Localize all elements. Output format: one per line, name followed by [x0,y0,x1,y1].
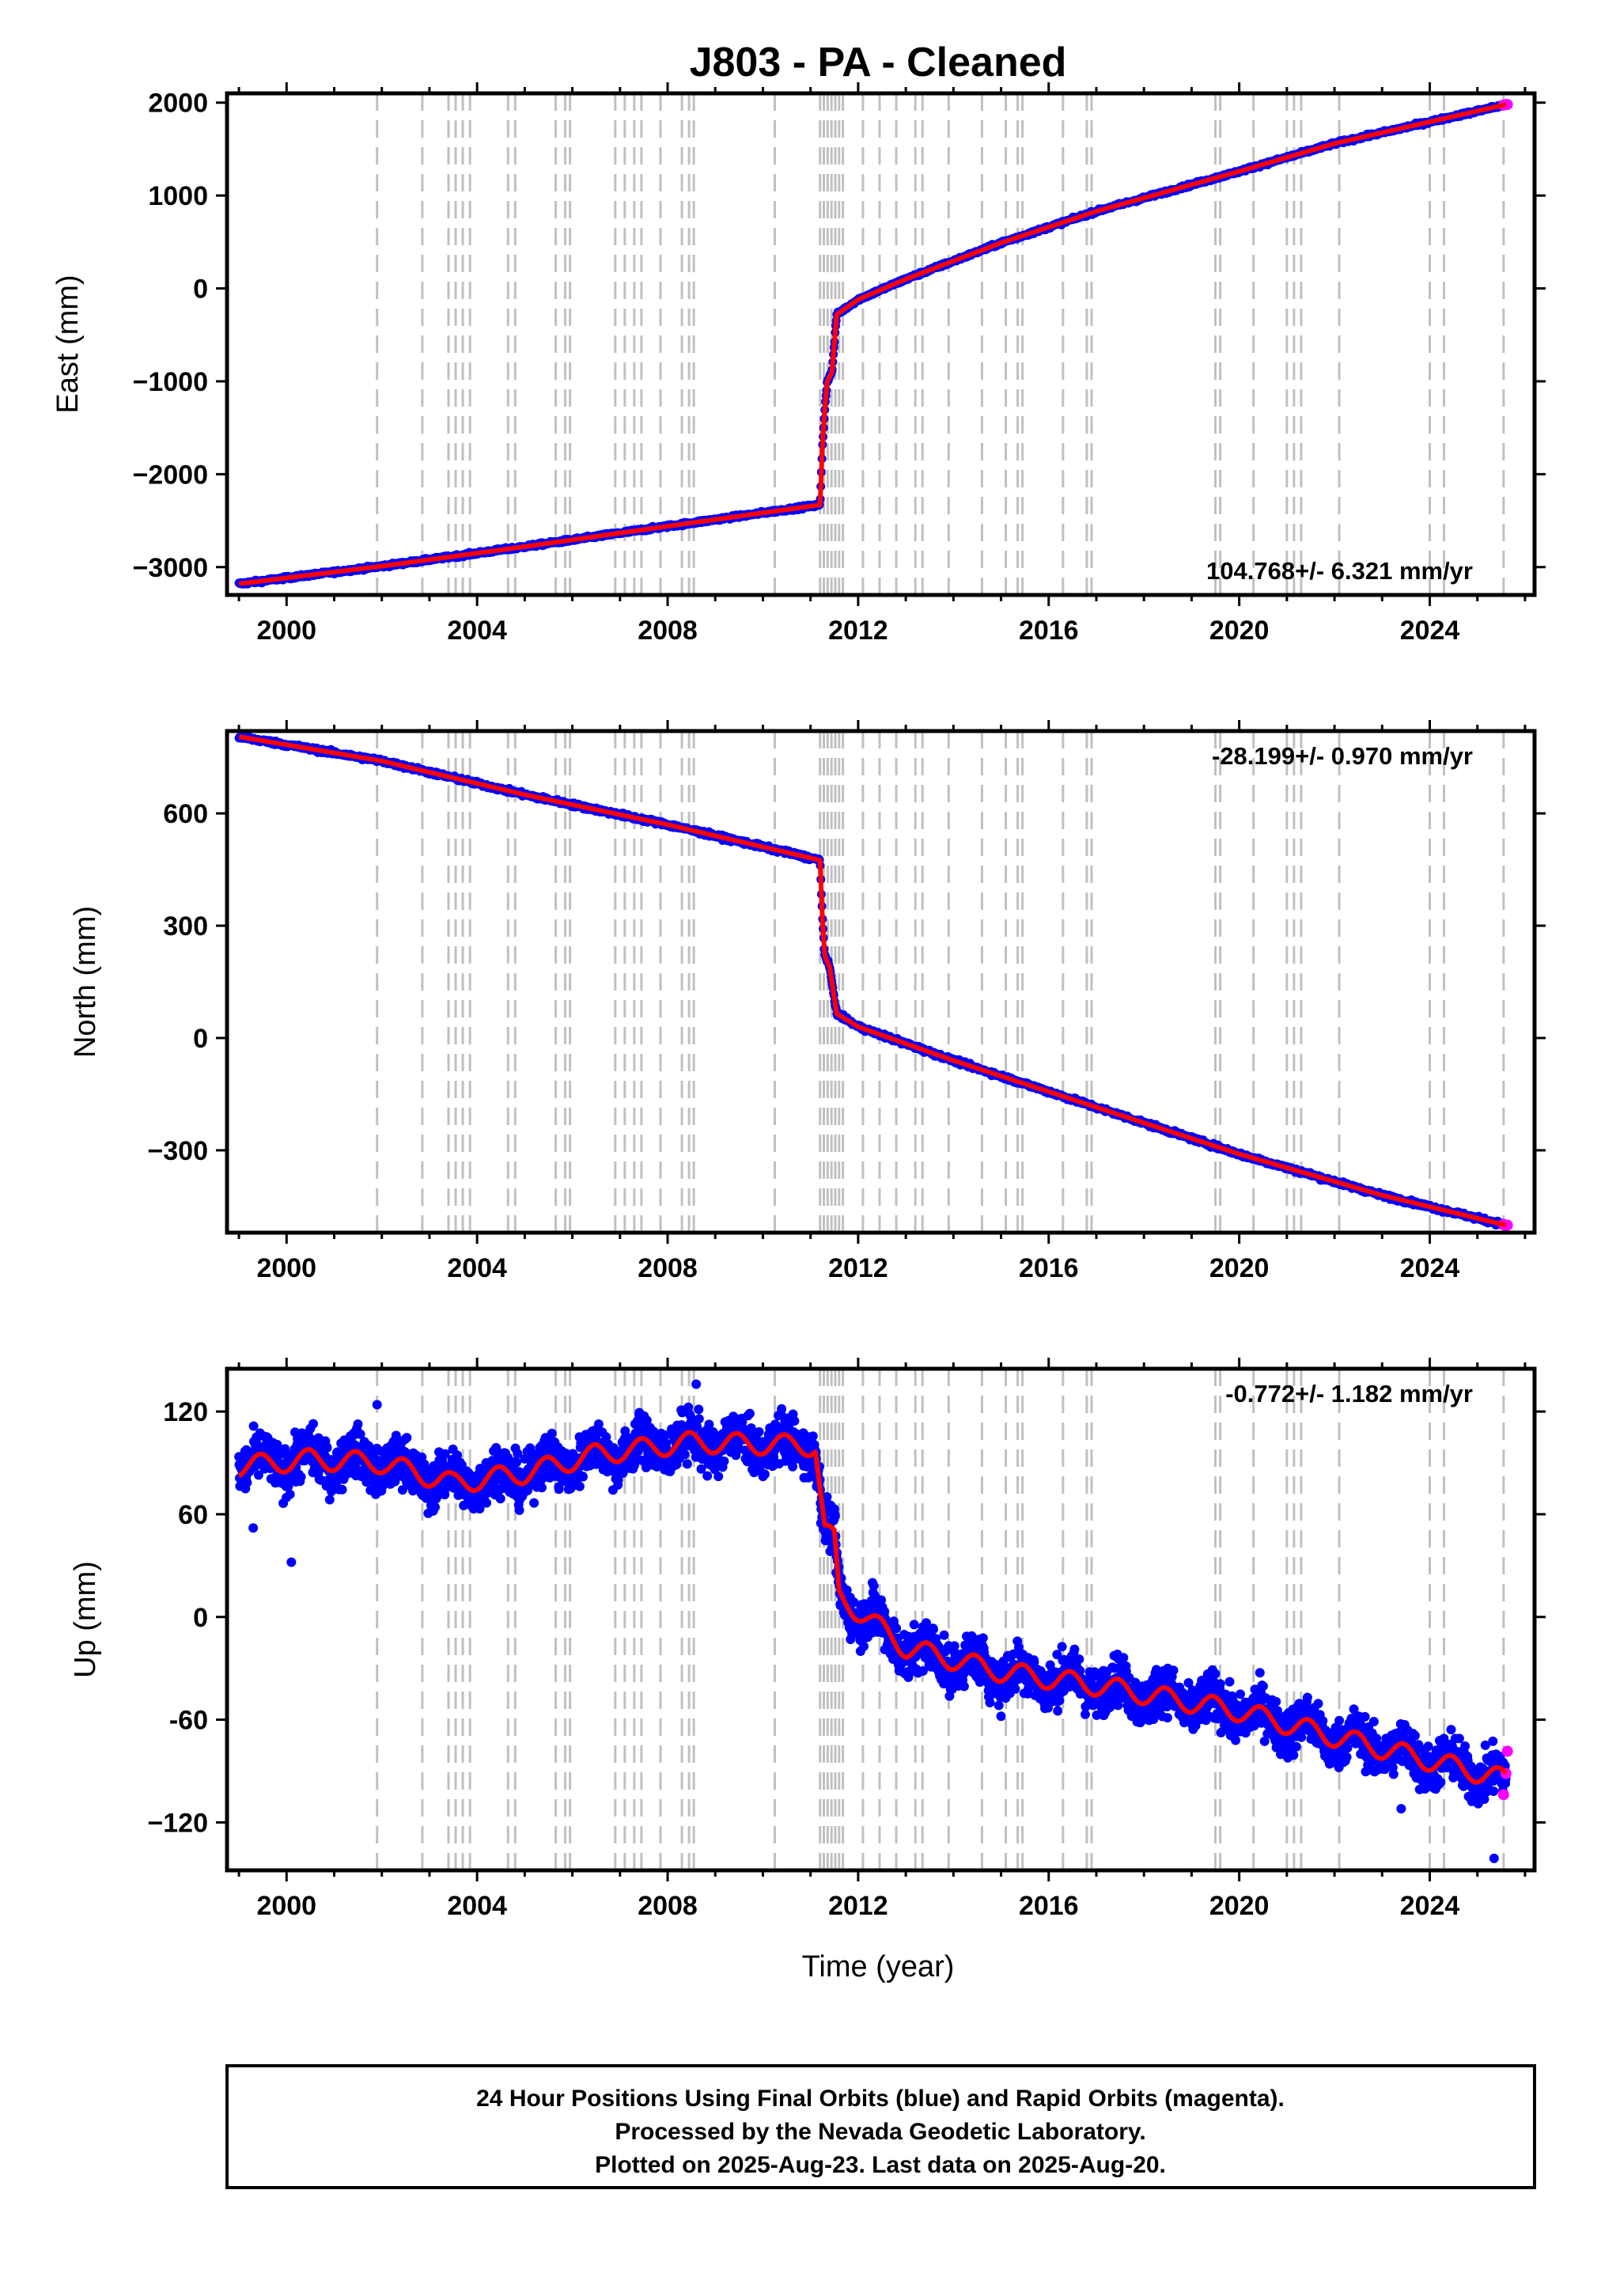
x-tick-label: 2016 [1019,616,1079,646]
y-tick-label: 0 [193,275,208,305]
y-tick-label: 2000 [148,89,208,119]
x-tick-label: 2024 [1400,1253,1460,1283]
x-tick-label: 2008 [638,616,698,646]
y-tick-label: −1000 [133,367,209,397]
x-tick-label: 2008 [638,1253,698,1283]
observation-point [296,1472,306,1482]
observation-point [308,1419,318,1429]
velocity-rate-label: 104.768+/- 6.321 mm/yr [1206,557,1473,585]
figure-title: J803 - PA - Cleaned [690,40,1067,85]
x-tick-label: 2024 [1400,616,1460,646]
x-tick-label: 2012 [828,616,888,646]
x-tick-label: 2000 [256,616,316,646]
y-tick-label: 600 [163,799,208,829]
y-tick-label: 0 [193,1024,208,1054]
x-tick-label: 2012 [828,1253,888,1283]
x-tick-label: 2020 [1209,1253,1270,1283]
y-tick-label: 1000 [148,181,208,211]
y-tick-label: −2000 [133,460,209,490]
y-tick-label: −300 [147,1136,208,1166]
velocity-rate-label: -28.199+/- 0.970 mm/yr [1212,742,1473,770]
y-axis-title: North (mm) [69,906,102,1058]
observation-point [285,1489,295,1499]
y-tick-label: −3000 [133,553,209,583]
x-tick-label: 2020 [1209,616,1270,646]
east-panel: 2000 2004 2008 2012 2016 2020 2024 −3000 −2000 −1… [51,82,1546,646]
x-tick-label: 2000 [256,1253,316,1283]
x-tick-label: 2016 [1019,1253,1079,1283]
x-tick-label: 2004 [447,1253,507,1283]
observation-point [248,1421,259,1431]
y-tick-label: 300 [163,911,208,942]
y-axis-title: East (mm) [51,275,85,413]
observation-point [242,1477,252,1487]
x-tick-label: 2004 [447,616,507,646]
plot-area [234,93,1513,595]
